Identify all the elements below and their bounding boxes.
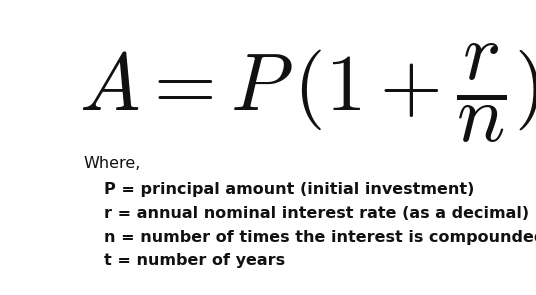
Text: P = principal amount (initial investment): P = principal amount (initial investment… — [105, 182, 475, 197]
Text: $\mathit{A} = \mathit{P}\,(1 + \dfrac{\mathit{r}}{\mathit{n}})^{\mathit{nt}}$: $\mathit{A} = \mathit{P}\,(1 + \dfrac{\m… — [79, 42, 536, 145]
Text: n = number of times the interest is compounded per year: n = number of times the interest is comp… — [105, 230, 536, 245]
Text: r = annual nominal interest rate (as a decimal): r = annual nominal interest rate (as a d… — [105, 206, 530, 221]
Text: Where,: Where, — [84, 156, 141, 171]
Text: t = number of years: t = number of years — [105, 253, 286, 268]
